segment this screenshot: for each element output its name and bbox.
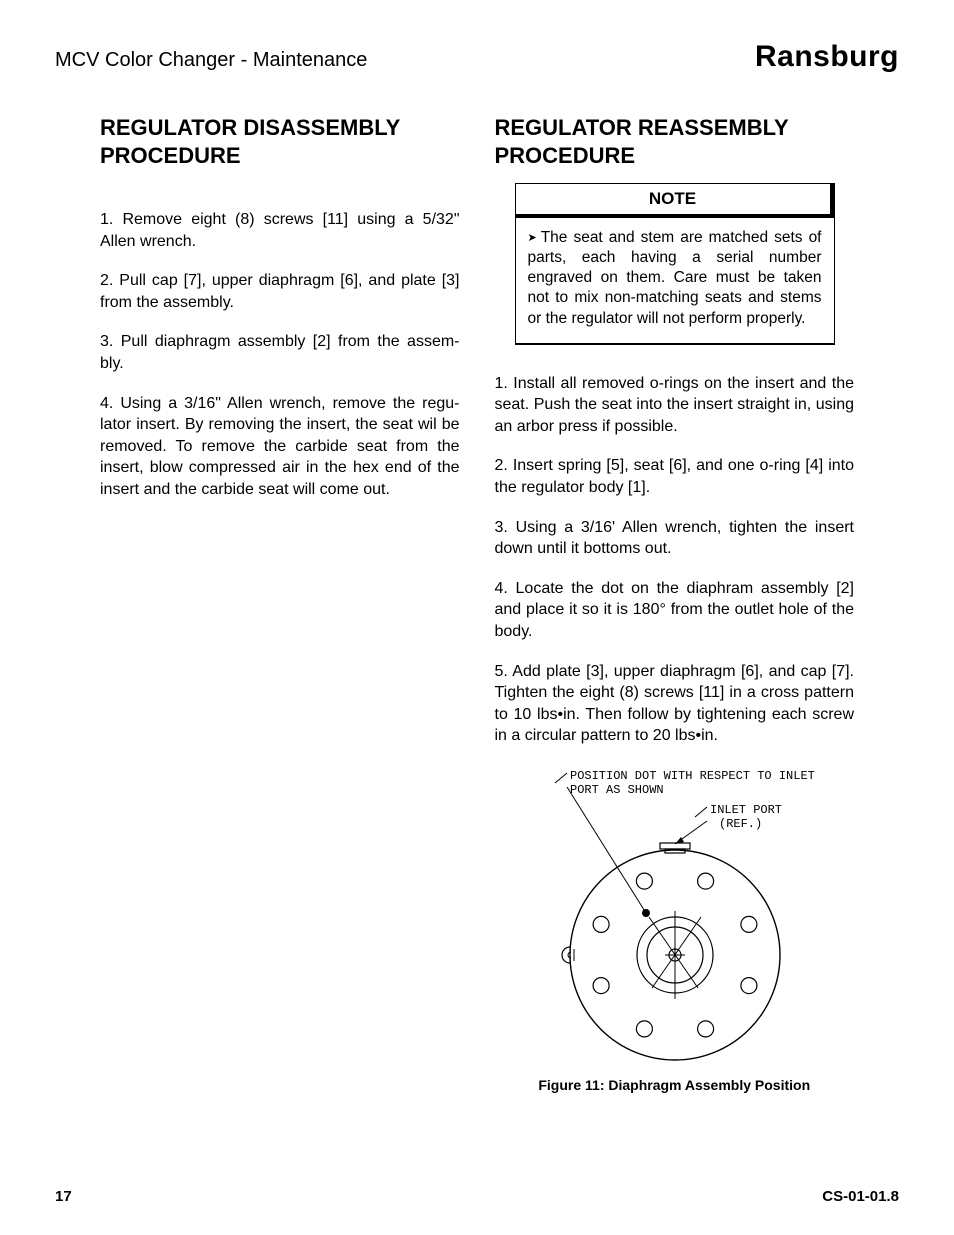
- page-number: 17: [55, 1188, 72, 1205]
- reasm-step-5: 5. Add plate [3], upper diaphragm [6], a…: [495, 661, 855, 747]
- disasm-step-2: 2. Pull cap [7], upper diaphragm [6], an…: [100, 270, 460, 313]
- brand-logo-text: Ransburg: [755, 40, 899, 74]
- regulator-body-icon: [562, 850, 780, 1060]
- page-header: MCV Color Changer - Maintenance Ransburg: [55, 40, 899, 74]
- doc-code: CS-01-01.8: [822, 1188, 899, 1205]
- note-title: NOTE: [516, 184, 834, 218]
- diagram-label-port-l1: INLET PORT: [710, 803, 782, 817]
- left-column: REGULATOR DISASSEMBLY PROCEDURE 1. Remov…: [55, 114, 465, 1093]
- diagram-label-dot-l2: PORT AS SHOWN: [570, 783, 664, 797]
- content-area: REGULATOR DISASSEMBLY PROCEDURE 1. Remov…: [55, 114, 899, 1093]
- page-footer: 17 CS-01-01.8: [55, 1188, 899, 1205]
- reasm-step-3: 3. Using a 3/16' Allen wrench, tighten t…: [495, 517, 855, 560]
- disasm-step-4: 4. Using a 3/16" Allen wrench, remove th…: [100, 393, 460, 501]
- diaphragm-diagram: POSITION DOT WITH RESPECT TO INLET PORT …: [495, 765, 855, 1065]
- disasm-step-3: 3. Pull diaphragm assembly [2] from the …: [100, 331, 460, 374]
- side-notch-icon: [562, 947, 574, 963]
- right-column: REGULATOR REASSEMBLY PROCEDURE NOTE ➤The…: [495, 114, 900, 1093]
- diagram-label-port-l2: (REF.): [719, 817, 762, 831]
- diagram-label-dot-l1: POSITION DOT WITH RESPECT TO INLET: [570, 769, 815, 783]
- figure-caption: Figure 11: Diaphragm Assembly Position: [495, 1077, 855, 1093]
- disassembly-title: REGULATOR DISASSEMBLY PROCEDURE: [100, 114, 460, 169]
- header-left-text: MCV Color Changer - Maintenance: [55, 49, 367, 72]
- position-dot-icon: [642, 909, 650, 917]
- inlet-port-icon: [660, 843, 690, 853]
- note-body: ➤The seat and stem are matched sets of p…: [516, 218, 834, 344]
- reasm-step-2: 2. Insert spring [5], seat [6], and one …: [495, 455, 855, 498]
- figure-11: POSITION DOT WITH RESPECT TO INLET PORT …: [495, 765, 855, 1093]
- note-box: NOTE ➤The seat and stem are matched sets…: [515, 183, 835, 345]
- disasm-step-1: 1. Remove eight (8) screws [11] using a …: [100, 209, 460, 252]
- reasm-step-4: 4. Locate the dot on the diaphram assemb…: [495, 578, 855, 643]
- note-body-text: The seat and stem are matched sets of pa…: [528, 229, 822, 327]
- reassembly-title: REGULATOR REASSEMBLY PROCEDURE: [495, 114, 855, 169]
- note-arrow-icon: ➤: [528, 231, 537, 245]
- reasm-step-1: 1. Install all removed o-rings on the in…: [495, 373, 855, 438]
